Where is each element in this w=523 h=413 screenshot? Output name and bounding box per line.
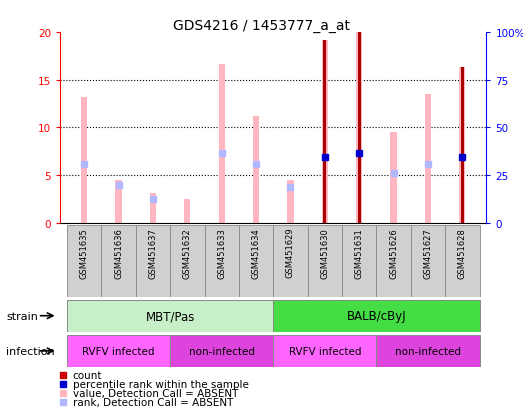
Text: GSM451631: GSM451631 (355, 227, 363, 278)
Text: value, Detection Call = ABSENT: value, Detection Call = ABSENT (73, 388, 238, 398)
Text: count: count (73, 370, 102, 380)
Text: GSM451633: GSM451633 (217, 227, 226, 278)
Text: strain: strain (6, 311, 38, 321)
Bar (219, 64, 225, 223)
FancyBboxPatch shape (101, 225, 136, 297)
Bar (323, 40, 326, 223)
Bar (356, 33, 362, 223)
Bar (116, 180, 122, 223)
Text: BALB/cByJ: BALB/cByJ (347, 309, 406, 323)
Text: GSM451628: GSM451628 (458, 227, 467, 278)
Bar (184, 199, 190, 223)
FancyBboxPatch shape (67, 225, 101, 297)
Text: MBT/Pas: MBT/Pas (145, 309, 195, 323)
Text: GSM451634: GSM451634 (252, 227, 260, 278)
Bar (322, 40, 328, 223)
FancyBboxPatch shape (445, 225, 480, 297)
FancyBboxPatch shape (204, 225, 239, 297)
Text: GSM451626: GSM451626 (389, 227, 398, 278)
Bar (150, 194, 156, 223)
Text: non-infected: non-infected (189, 346, 255, 356)
Text: RVFV infected: RVFV infected (289, 346, 361, 356)
Bar (391, 133, 396, 223)
FancyBboxPatch shape (308, 225, 342, 297)
FancyBboxPatch shape (377, 225, 411, 297)
FancyBboxPatch shape (411, 225, 445, 297)
Text: RVFV infected: RVFV infected (82, 346, 155, 356)
Text: GSM451630: GSM451630 (320, 227, 329, 278)
FancyBboxPatch shape (377, 335, 480, 367)
Text: GDS4216 / 1453777_a_at: GDS4216 / 1453777_a_at (173, 19, 350, 33)
Bar (425, 95, 431, 223)
Bar (461, 68, 464, 223)
Text: infection: infection (6, 346, 55, 356)
Text: GSM451635: GSM451635 (79, 227, 89, 278)
Text: GSM451636: GSM451636 (114, 227, 123, 278)
FancyBboxPatch shape (274, 300, 480, 332)
FancyBboxPatch shape (170, 225, 204, 297)
Text: rank, Detection Call = ABSENT: rank, Detection Call = ABSENT (73, 397, 233, 407)
Text: non-infected: non-infected (395, 346, 461, 356)
Text: GSM451637: GSM451637 (149, 227, 157, 278)
Bar (253, 116, 259, 223)
Text: percentile rank within the sample: percentile rank within the sample (73, 379, 248, 389)
FancyBboxPatch shape (342, 225, 377, 297)
Text: GSM451627: GSM451627 (424, 227, 433, 278)
FancyBboxPatch shape (274, 225, 308, 297)
FancyBboxPatch shape (67, 300, 274, 332)
Text: GSM451632: GSM451632 (183, 227, 192, 278)
Text: GSM451629: GSM451629 (286, 227, 295, 278)
FancyBboxPatch shape (170, 335, 274, 367)
Bar (358, 33, 360, 223)
FancyBboxPatch shape (136, 225, 170, 297)
FancyBboxPatch shape (67, 335, 170, 367)
Bar (459, 68, 465, 223)
Bar (287, 180, 293, 223)
FancyBboxPatch shape (274, 335, 377, 367)
FancyBboxPatch shape (239, 225, 274, 297)
Bar (81, 97, 87, 223)
